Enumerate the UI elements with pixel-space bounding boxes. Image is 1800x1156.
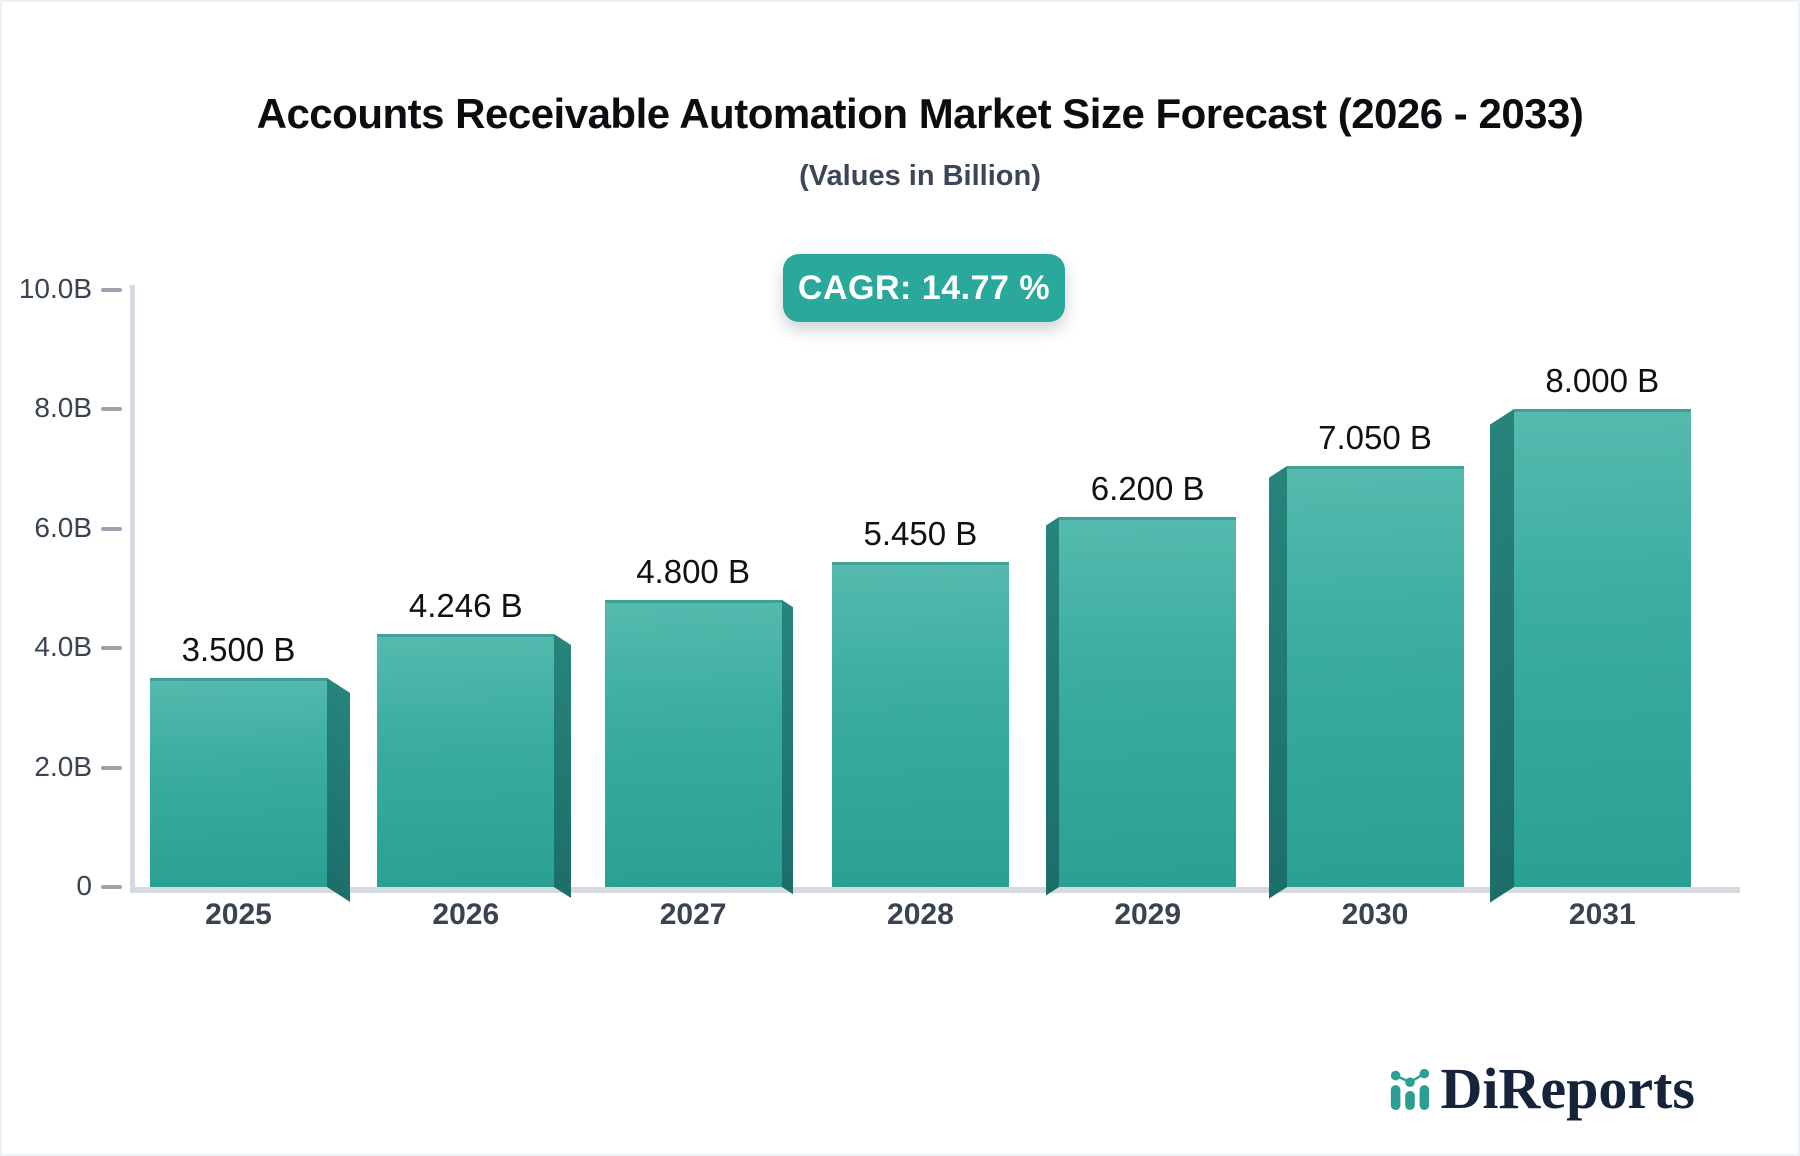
bar bbox=[1513, 409, 1691, 887]
direports-logo: DiReports bbox=[1387, 1055, 1695, 1121]
y-tick-dash bbox=[101, 288, 122, 292]
bar-value-label: 6.200 B bbox=[1090, 469, 1205, 507]
x-tick-label: 2030 bbox=[1341, 898, 1409, 931]
y-tick-dash bbox=[101, 526, 122, 531]
x-tick-label: 2025 bbox=[205, 898, 272, 931]
bar bbox=[150, 678, 327, 887]
bar-value-label: 5.450 B bbox=[863, 514, 978, 552]
bar-3d-side bbox=[1268, 466, 1287, 899]
bar-value-label: 7.050 B bbox=[1318, 419, 1432, 457]
chart-subtitle: (Values in Billion) bbox=[799, 160, 1041, 192]
y-tick-label: 4.0B bbox=[34, 631, 92, 663]
y-tick-dash bbox=[101, 765, 122, 770]
bar-3d-side bbox=[554, 633, 572, 899]
x-tick-label: 2027 bbox=[659, 898, 727, 931]
y-tick-dash bbox=[101, 407, 122, 412]
cagr-badge-label: CAGR: 14.77 % bbox=[797, 268, 1051, 307]
x-axis-line bbox=[130, 887, 1740, 893]
bar-3d-side bbox=[1046, 516, 1060, 896]
bar-value-label: 4.800 B bbox=[636, 553, 750, 591]
y-tick-label: 6.0B bbox=[34, 511, 92, 543]
bar-value-label: 3.500 B bbox=[181, 631, 296, 669]
y-tick-label: 2.0B bbox=[34, 750, 92, 782]
y-tick-label: 10.0B bbox=[18, 273, 92, 304]
bar bbox=[377, 633, 555, 887]
x-tick-label: 2029 bbox=[1114, 898, 1182, 931]
bar bbox=[1286, 466, 1464, 887]
bar bbox=[831, 561, 1009, 887]
bar-3d-side bbox=[781, 600, 793, 895]
bar-value-label: 4.246 B bbox=[408, 586, 523, 624]
chart-title: Accounts Receivable Automation Market Si… bbox=[256, 90, 1584, 137]
bar bbox=[1059, 516, 1237, 887]
logo-text: DiReports bbox=[1440, 1055, 1695, 1121]
bar bbox=[604, 600, 782, 887]
y-tick-dash bbox=[101, 885, 122, 889]
bar-line-chart-icon bbox=[1391, 1068, 1430, 1111]
y-tick-dash bbox=[101, 646, 122, 651]
bar-3d-side bbox=[1489, 409, 1514, 903]
y-axis-line bbox=[130, 285, 135, 893]
y-tick-label: 8.0B bbox=[34, 392, 92, 424]
x-tick-label: 2031 bbox=[1568, 898, 1636, 931]
x-tick-label: 2028 bbox=[887, 898, 954, 931]
cagr-badge: CAGR: 14.77 % bbox=[783, 254, 1065, 322]
y-tick-label: 0 bbox=[76, 870, 92, 901]
bar-3d-side bbox=[327, 678, 350, 902]
x-tick-label: 2026 bbox=[432, 898, 500, 931]
bar-value-label: 8.000 B bbox=[1545, 362, 1660, 400]
